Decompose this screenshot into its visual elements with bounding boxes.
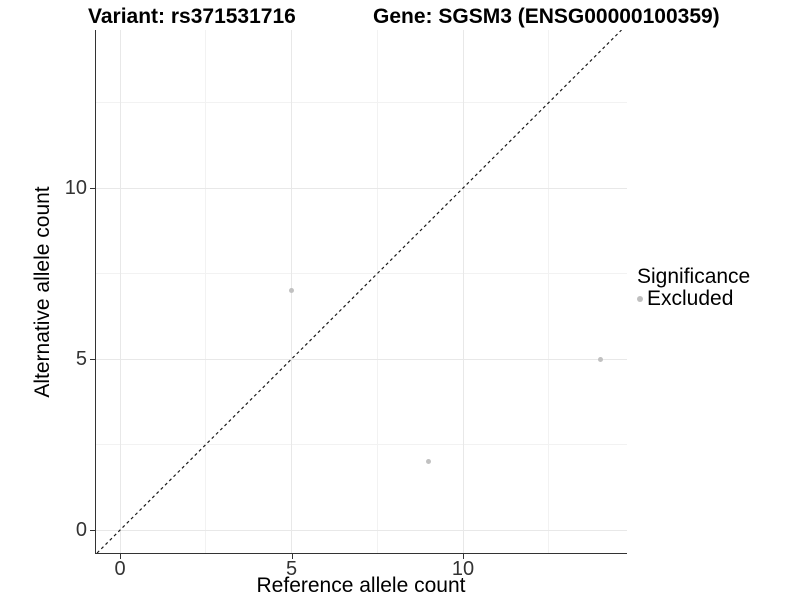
gridline-major-horizontal xyxy=(95,187,627,189)
data-point xyxy=(289,288,295,294)
x-axis-line xyxy=(95,553,627,554)
x-axis-tick xyxy=(120,554,122,559)
x-tick-label: 10 xyxy=(451,558,475,580)
gridline-minor-horizontal xyxy=(95,273,627,275)
y-axis-line xyxy=(95,30,96,554)
identity-line xyxy=(96,30,622,553)
y-axis-tick xyxy=(90,359,95,361)
y-tick-label: 0 xyxy=(75,519,87,542)
gridline-major-vertical xyxy=(119,30,121,553)
x-axis-tick xyxy=(463,554,465,559)
gridline-minor-vertical xyxy=(205,30,207,553)
plot-panel xyxy=(95,30,627,553)
x-axis-title: Reference allele count xyxy=(256,574,466,597)
x-tick-label: 5 xyxy=(285,558,298,580)
gridline-minor-horizontal xyxy=(95,102,627,103)
x-axis-tick xyxy=(291,554,293,559)
legend-item-excluded: Excluded xyxy=(637,288,750,309)
legend-point-swatch xyxy=(637,295,643,302)
gridline-minor-vertical xyxy=(548,30,550,553)
y-axis-tick xyxy=(90,530,95,532)
gene-title: Gene: SGSM3 (ENSG00000100359) xyxy=(373,5,720,28)
legend: Significance Excluded xyxy=(637,266,750,309)
legend-title: Significance xyxy=(637,265,751,288)
gridline-major-vertical xyxy=(462,30,464,553)
x-tick-label: 0 xyxy=(114,558,126,580)
y-axis-title: Alternative allele count xyxy=(31,186,54,398)
y-tick-label: 5 xyxy=(75,348,87,371)
data-point xyxy=(597,356,603,362)
gridline-major-horizontal xyxy=(95,529,627,531)
data-point xyxy=(426,459,432,465)
gridline-major-horizontal xyxy=(95,358,627,360)
variant-title: Variant: rs371531716 xyxy=(88,5,296,28)
legend-item-label: Excluded xyxy=(647,287,734,310)
y-tick-label: 10 xyxy=(64,177,87,200)
gridline-minor-vertical xyxy=(376,30,378,553)
y-axis-tick xyxy=(90,188,95,190)
gridline-minor-horizontal xyxy=(95,444,627,446)
